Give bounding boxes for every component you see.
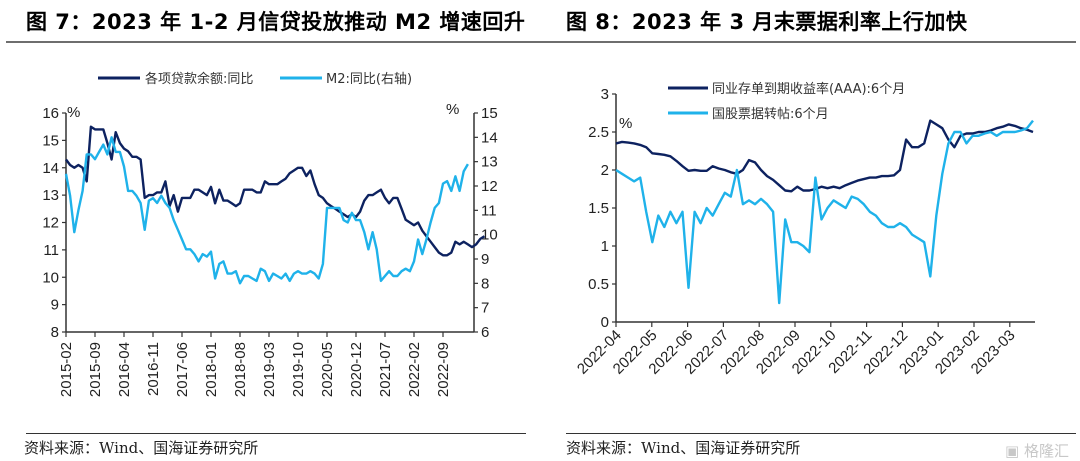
left-x-tick-label: 2022-09 xyxy=(435,342,452,397)
left-x-tick-label: 2019-10 xyxy=(290,342,307,397)
left-x-tick-label: 2020-05 xyxy=(319,342,336,397)
right-y-tick-label: 1 xyxy=(601,238,609,255)
header-rule xyxy=(6,41,1076,43)
left-series-line-1 xyxy=(64,136,469,285)
left-y-right-tick-label: 10 xyxy=(481,227,498,244)
left-x-tick-label: 2015-09 xyxy=(87,342,104,397)
left-x-tick-label: 2015-02 xyxy=(58,342,75,397)
right-y-tick-label: 3 xyxy=(601,86,609,103)
left-y-tick-label: 15 xyxy=(42,132,59,149)
left-y-tick-label: 8 xyxy=(51,324,59,341)
left-y-right-tick-label: 15 xyxy=(481,105,498,122)
left-y-right-unit-label: % xyxy=(446,101,459,118)
left-y-right-tick-label: 14 xyxy=(481,129,498,146)
left-x-tick-label: 2020-12 xyxy=(348,342,365,397)
left-y-tick-label: 11 xyxy=(43,242,59,259)
right-y-tick-label: 0 xyxy=(601,314,609,331)
right-legend-label-0: 同业存单到期收益率(AAA):6个月 xyxy=(712,81,905,97)
left-legend-label-1: M2:同比(右轴) xyxy=(326,72,412,87)
source-note-left: 资料来源：Wind、国海证券研究所 xyxy=(24,439,259,457)
right-y-tick-label: 2.5 xyxy=(588,124,609,141)
left-y-right-tick-label: 11 xyxy=(481,202,497,219)
left-x-tick-label: 2021-07 xyxy=(377,342,394,397)
left-y-tick-label: 14 xyxy=(42,160,59,177)
left-x-tick-label: 2016-04 xyxy=(116,342,133,397)
left-y-right-tick-label: 9 xyxy=(481,251,489,268)
watermark-icon: ▣ xyxy=(1005,442,1020,460)
left-series-line-0 xyxy=(65,125,486,257)
right-legend-label-1: 国股票据转帖:6个月 xyxy=(712,107,829,122)
right-y-tick-label: 2 xyxy=(601,162,609,179)
watermark-text: 格隆汇 xyxy=(1023,442,1069,460)
left-y-tick-label: 12 xyxy=(42,215,59,232)
right-y-unit-label: % xyxy=(619,115,632,132)
left-x-tick-label: 2022-02 xyxy=(406,342,423,397)
footer-rule-left xyxy=(26,433,526,434)
left-x-tick-label: 2018-01 xyxy=(203,342,220,397)
right-y-tick-label: 0.5 xyxy=(588,276,609,293)
left-y-right-tick-label: 12 xyxy=(481,178,498,195)
left-y-tick-label: 10 xyxy=(42,269,59,286)
figure-8-title: 图 8：2023 年 3 月末票据利率上行加快 xyxy=(566,10,968,34)
left-y-tick-label: 16 xyxy=(42,105,59,122)
left-y-right-tick-label: 13 xyxy=(481,154,498,171)
left-y-unit-label: % xyxy=(67,104,80,121)
left-y-right-tick-label: 7 xyxy=(481,300,489,317)
figure-7-title: 图 7：2023 年 1-2 月信贷投放推动 M2 增速回升 xyxy=(26,10,526,34)
watermark-logo: ▣ 格隆汇 xyxy=(1005,440,1069,461)
left-x-tick-label: 2016-11 xyxy=(145,342,162,396)
left-x-tick-label: 2019-03 xyxy=(261,342,278,397)
left-y-tick-label: 13 xyxy=(42,187,59,204)
right-y-tick-label: 1.5 xyxy=(588,200,609,217)
left-x-tick-label: 2018-08 xyxy=(232,342,249,397)
footer-rule-right xyxy=(566,433,1076,434)
left-y-right-tick-label: 8 xyxy=(481,275,489,292)
right-series-line-1 xyxy=(615,119,1034,305)
left-y-tick-label: 9 xyxy=(51,297,59,314)
right-series-line-0 xyxy=(615,119,1034,193)
source-note-right: 资料来源：Wind、国海证券研究所 xyxy=(566,439,801,457)
left-x-tick-label: 2017-06 xyxy=(174,342,191,397)
left-y-right-tick-label: 6 xyxy=(481,324,489,341)
left-legend-label-0: 各项贷款余额:同比 xyxy=(145,71,253,87)
